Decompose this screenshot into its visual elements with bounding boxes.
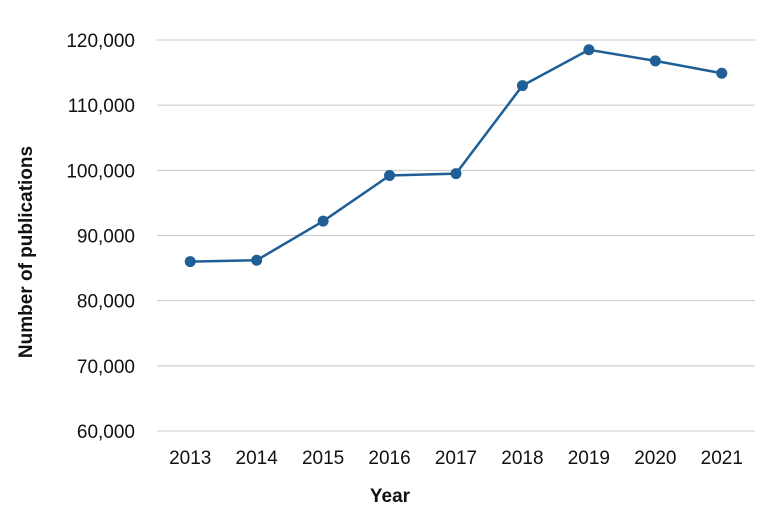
y-tick-label: 70,000 [77,357,135,378]
y-tick-label: 90,000 [77,227,135,248]
series-line [190,48,723,263]
y-axis-tick-labels: 60,000 70,000 80,000 90,000 100,000 110,000 12… [66,31,135,443]
data-point-2013 [184,256,196,268]
x-tick-label: 2014 [236,448,279,469]
x-axis-title: Year [370,486,411,507]
y-tick-label: 100,000 [66,161,135,182]
data-point-2016 [384,170,396,182]
data-point-2020 [649,55,661,67]
data-point-2021 [716,67,728,79]
gridlines [157,39,755,432]
data-point-2018 [516,80,528,92]
x-tick-label: 2017 [435,448,477,469]
x-tick-label: 2020 [634,448,676,469]
data-point-2014 [251,254,263,266]
y-tick-label: 120,000 [66,31,135,52]
y-tick-label: 80,000 [77,292,135,313]
x-tick-label: 2015 [302,448,344,469]
x-tick-label: 2018 [501,448,543,469]
series-layer [184,44,728,268]
y-tick-label: 60,000 [77,422,135,443]
data-point-2015 [317,215,329,227]
x-tick-label: 2019 [568,448,610,469]
x-tick-label: 2021 [701,448,743,469]
data-point-2017 [450,168,462,180]
y-axis-title: Number of publications [16,146,37,358]
data-point-2019 [583,44,595,56]
x-tick-label: 2013 [169,448,211,469]
x-tick-label: 2016 [368,448,410,469]
x-axis-tick-labels: 2013 2014 2015 2016 2017 2018 2019 2020 2021 [169,448,743,469]
y-tick-label: 110,000 [68,96,135,117]
